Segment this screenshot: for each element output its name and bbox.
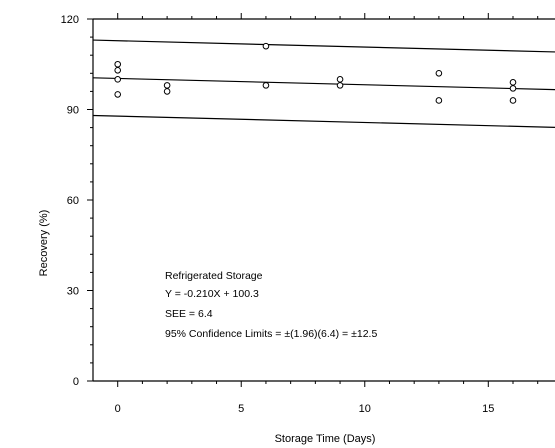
x-axis-title: Storage Time (Days) [275,433,376,445]
axes [87,13,555,387]
upper-95-confidence-limit-line [92,39,555,53]
data-point [262,82,270,89]
data-point [336,82,344,89]
x-tick-label: 10 [359,403,371,415]
data-point [509,79,517,86]
y-tick-label: 0 [73,376,79,388]
regression-line [92,77,555,91]
y-tick-label: 120 [61,14,79,26]
data-point [163,88,171,95]
data-point [509,85,517,92]
data-point [114,66,122,74]
x-tick-label: 5 [238,403,244,415]
data-point [114,60,122,68]
data-point [163,82,171,89]
annotation-confidence: 95% Confidence Limits = ±(1.96)(6.4) = ±… [165,328,377,340]
annotation-box: Refrigerated Storage Y = -0.210X + 100.3… [165,270,377,340]
data-point [262,42,270,50]
y-tick-label: 60 [67,195,79,207]
annotation-equation: Y = -0.210X + 100.3 [165,288,259,300]
fit-lines [92,39,555,128]
annotation-see: SEE = 6.4 [165,308,213,320]
tick-labels: 0 30 60 90 120 0 5 10 15 [61,14,495,415]
data-point [114,76,122,83]
annotation-storage: Refrigerated Storage [165,270,263,282]
y-tick-label: 90 [67,105,79,117]
data-point [509,97,517,104]
data-points [114,42,517,104]
lower-95-confidence-limit-line [92,114,555,128]
data-point [336,76,344,83]
x-tick-label: 0 [115,403,121,415]
x-tick-label: 15 [482,403,494,415]
data-point [114,91,122,98]
y-tick-label: 30 [67,286,79,298]
y-axis-title: Recovery (%) [38,210,50,277]
data-point [435,70,443,77]
data-point [435,97,443,104]
